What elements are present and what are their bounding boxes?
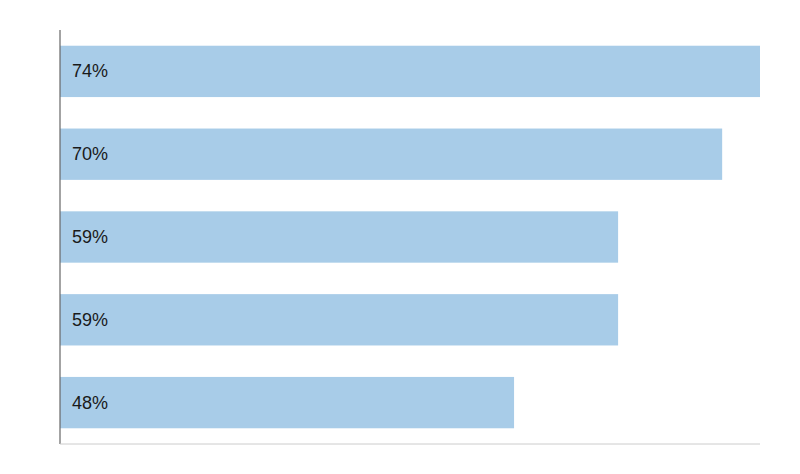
chart-container: 74% 70% 59% 59% 48% [0,0,800,474]
bar [60,129,722,180]
chart-svg: 74% 70% 59% 59% 48% [0,0,800,474]
value-axis [60,444,760,445]
data-label: 48% [72,393,108,413]
bar [60,377,514,428]
data-labels: 74% 70% 59% 59% 48% [72,61,108,412]
bars [60,46,760,429]
data-label: 74% [72,61,108,81]
baseline [59,30,60,444]
bar [60,46,760,97]
bar [60,294,618,345]
data-label: 70% [72,144,108,164]
axes [60,30,760,444]
bar [60,211,618,262]
data-label: 59% [72,310,108,330]
data-label: 59% [72,227,108,247]
